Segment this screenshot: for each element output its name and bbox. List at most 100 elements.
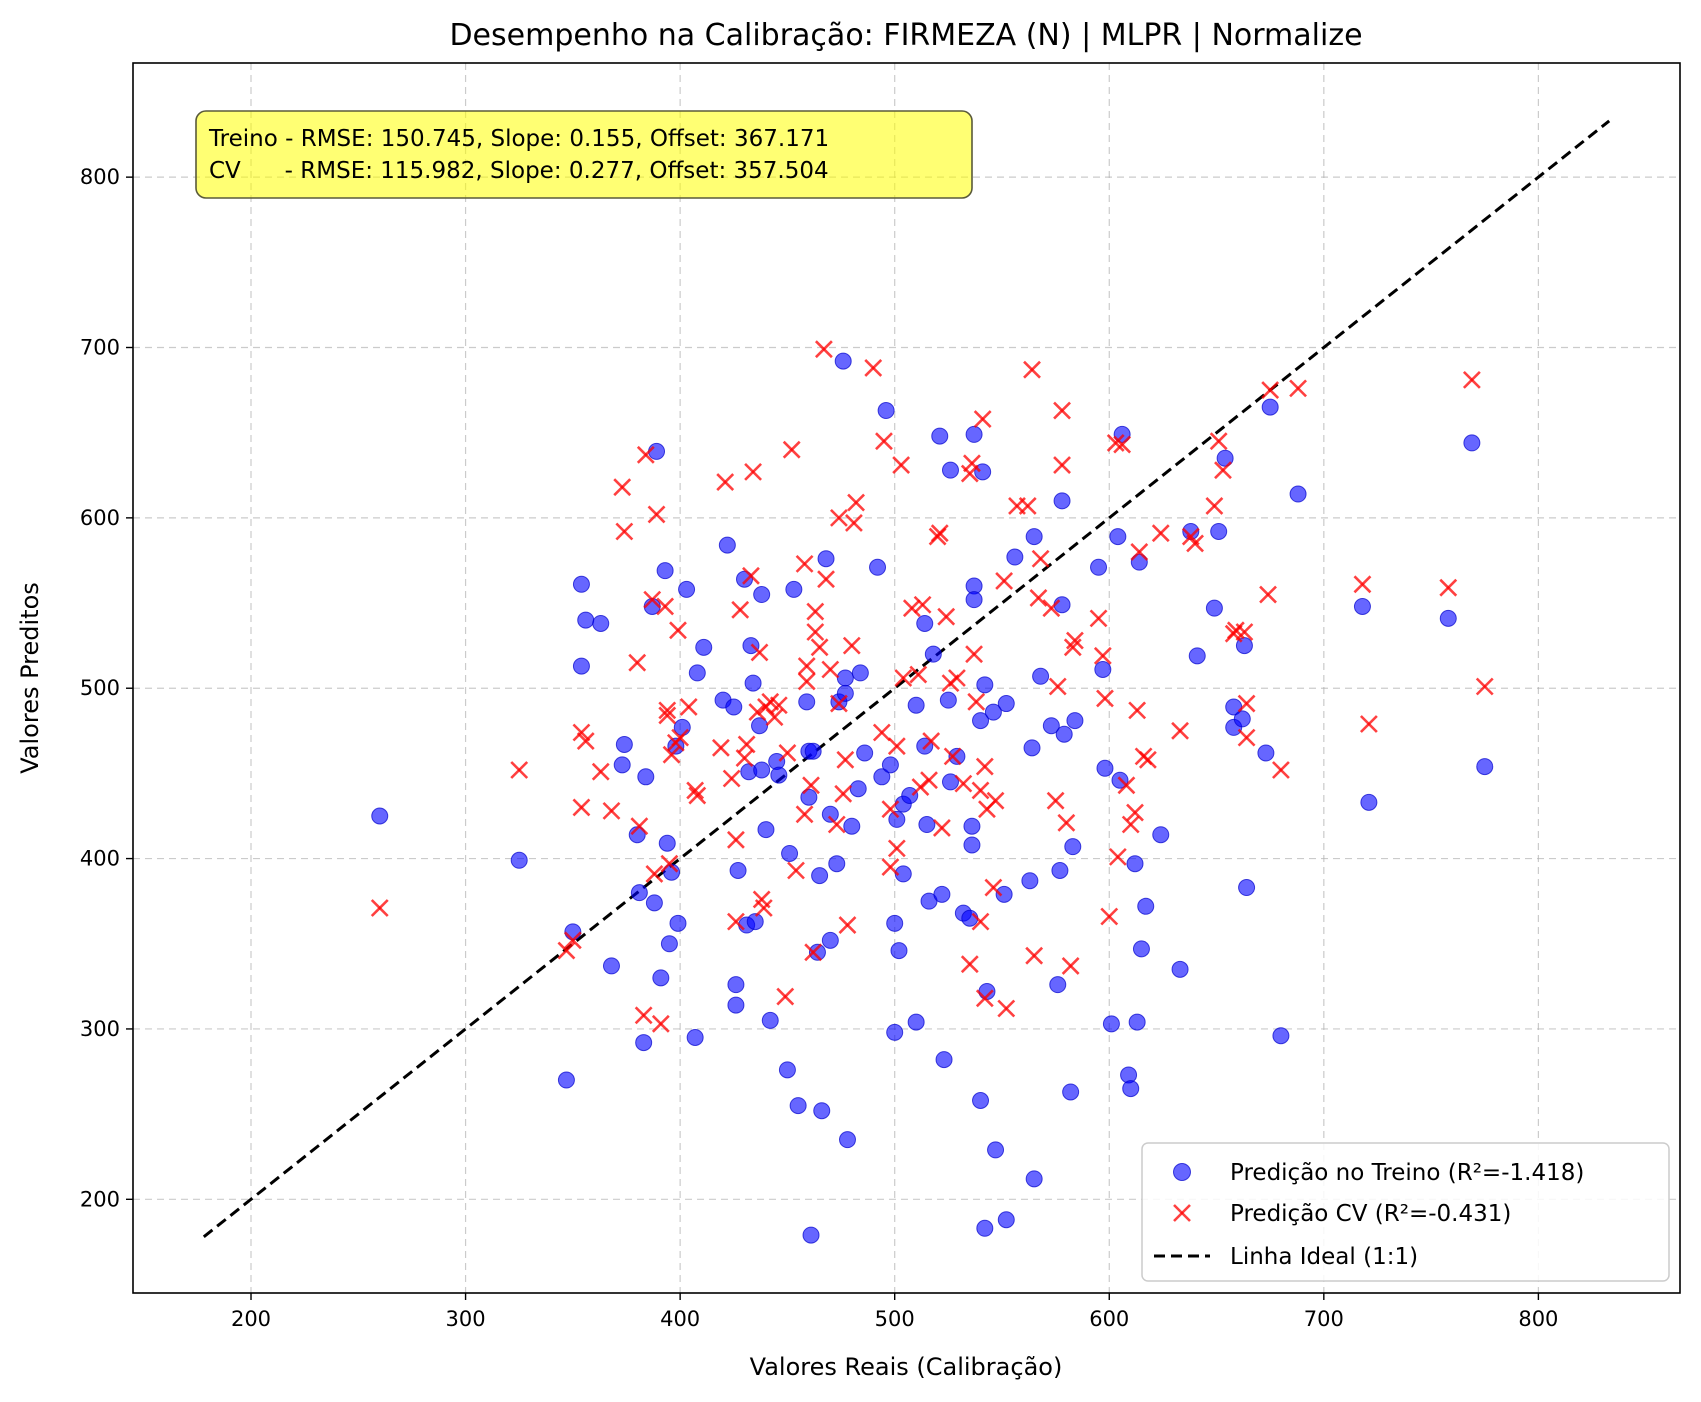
- train-point: [1439, 609, 1457, 627]
- train-point: [577, 611, 595, 629]
- train-point: [602, 957, 620, 975]
- cv-point: [984, 878, 1003, 897]
- train-point: [924, 645, 942, 663]
- cv-point: [776, 987, 795, 1006]
- cv-point: [795, 554, 814, 573]
- cv-point: [731, 600, 750, 619]
- train-point: [1210, 522, 1228, 540]
- cv-point: [836, 750, 855, 769]
- cv-point: [748, 703, 767, 721]
- train-point: [1132, 940, 1150, 958]
- cv-point: [1359, 715, 1378, 733]
- train-point: [821, 931, 839, 949]
- train-point: [770, 766, 788, 784]
- train-point: [656, 562, 674, 580]
- train-point: [652, 969, 670, 987]
- train-point: [888, 810, 906, 828]
- cv-point: [937, 607, 956, 626]
- cv-point: [971, 912, 990, 931]
- cv-point: [370, 899, 389, 917]
- train-point: [667, 737, 685, 755]
- cv-point: [636, 445, 655, 464]
- cv-point: [827, 815, 846, 834]
- y-tick-label: 700: [80, 336, 120, 360]
- y-axis-label: Valores Preditos: [16, 582, 44, 774]
- cv-point: [1053, 401, 1071, 420]
- cv-point: [658, 706, 677, 725]
- cv-point: [1100, 907, 1119, 926]
- train-point: [669, 914, 687, 932]
- train-point: [1205, 599, 1223, 617]
- cv-point: [645, 864, 664, 883]
- cv-point: [1023, 360, 1041, 379]
- train-point: [572, 657, 590, 675]
- cv-point: [967, 692, 986, 711]
- train-point: [976, 676, 994, 694]
- cv-point: [821, 660, 840, 679]
- train-point: [907, 1013, 925, 1031]
- cv-point: [1031, 549, 1050, 568]
- legend-train-marker: [1173, 1163, 1191, 1181]
- y-tick-label: 300: [80, 1017, 120, 1041]
- cv-point: [716, 473, 735, 492]
- cv-point: [1271, 761, 1290, 779]
- train-point: [678, 580, 696, 598]
- train-point: [881, 756, 899, 774]
- train-point: [630, 884, 648, 902]
- cv-point: [1057, 813, 1076, 832]
- cv-point: [1214, 461, 1232, 480]
- cv-point: [722, 769, 741, 788]
- train-point: [941, 461, 959, 479]
- train-point: [1122, 1080, 1140, 1098]
- cv-point: [686, 781, 705, 800]
- cv-point: [943, 747, 962, 766]
- cv-point: [572, 798, 591, 817]
- train-point: [931, 427, 949, 445]
- train-point: [916, 614, 934, 632]
- train-point: [836, 669, 854, 687]
- cv-point: [658, 701, 677, 720]
- cv-point: [643, 590, 662, 609]
- train-points: [371, 352, 1494, 1244]
- cv-point: [1237, 694, 1256, 713]
- train-point: [729, 862, 747, 880]
- train-point: [1353, 597, 1371, 615]
- legend-box: [1141, 1142, 1670, 1282]
- cv-point: [887, 737, 906, 756]
- train-point: [1109, 528, 1127, 546]
- train-point: [718, 536, 736, 554]
- train-point: [886, 1023, 904, 1041]
- train-point: [1113, 425, 1131, 443]
- train-point: [894, 865, 912, 883]
- train-point: [753, 761, 771, 779]
- train-point: [510, 851, 528, 869]
- train-point: [781, 844, 799, 862]
- train-point: [808, 943, 826, 961]
- x-tick-label: 200: [231, 1307, 271, 1331]
- cv-point: [744, 462, 763, 481]
- train-point: [963, 836, 981, 854]
- train-point: [1023, 739, 1041, 757]
- cv-point: [651, 1014, 670, 1033]
- ideal-line-group: [202, 119, 1611, 1238]
- cv-point: [973, 410, 992, 428]
- cv-point: [875, 432, 893, 451]
- train-point: [613, 756, 631, 774]
- train-point: [660, 935, 678, 953]
- cv-point: [510, 761, 529, 779]
- stats-line-cv: CV - RMSE: 115.982, Slope: 0.277, Offset…: [209, 158, 829, 184]
- cv-point: [1151, 524, 1170, 543]
- cv-point: [881, 800, 900, 819]
- train-point: [688, 664, 706, 682]
- cv-point: [1130, 543, 1149, 561]
- train-point: [974, 463, 992, 481]
- train-point: [789, 1097, 807, 1115]
- cv-point: [750, 643, 769, 662]
- ideal-line: [202, 119, 1611, 1238]
- train-point: [725, 698, 743, 716]
- y-tick-label: 400: [80, 847, 120, 871]
- cv-point: [1029, 589, 1048, 607]
- train-point: [727, 996, 745, 1014]
- cv-point: [711, 738, 730, 757]
- cv-point: [1209, 432, 1228, 451]
